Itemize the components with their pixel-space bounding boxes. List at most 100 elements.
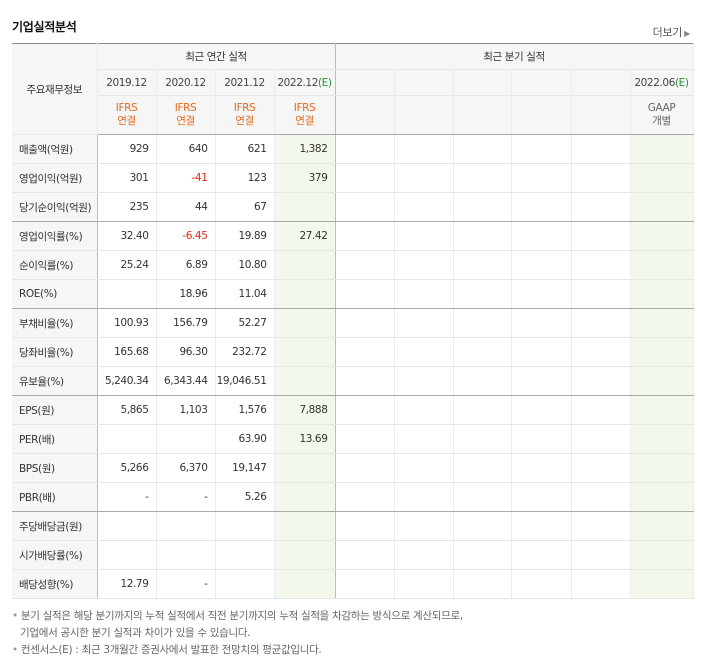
quarter-cell <box>453 366 512 396</box>
value-cell <box>156 511 216 541</box>
period-header-empty <box>571 69 631 96</box>
quarter-cell <box>394 366 454 396</box>
period-header-empty <box>394 69 454 96</box>
quarter-cell <box>571 540 631 570</box>
quarter-cell <box>630 250 694 280</box>
accounting-std: GAAP <box>647 102 676 114</box>
quarter-group-header: 최근 분기 실적 <box>335 43 694 70</box>
quarter-cell <box>453 192 512 222</box>
quarter-cell <box>394 308 454 338</box>
quarter-cell <box>630 569 694 599</box>
quarter-cell <box>630 279 694 309</box>
quarter-cell <box>630 511 694 541</box>
value-cell: 10.80 <box>215 250 275 280</box>
quarter-cell <box>453 250 512 280</box>
value-cell <box>97 279 157 309</box>
quarter-cell <box>453 482 512 512</box>
accounting-std: IFRS <box>174 102 197 114</box>
quarter-cell <box>571 482 631 512</box>
quarter-cell <box>571 192 631 222</box>
chevron-right-icon: ▶ <box>684 29 690 38</box>
quarter-cell <box>394 134 454 164</box>
accounting-basis: 연결 <box>295 115 314 127</box>
value-cell: 1,382 <box>274 134 336 164</box>
quarter-cell <box>630 540 694 570</box>
accounting-empty <box>394 95 454 135</box>
period-header: 2020.12 <box>156 69 216 96</box>
value-cell: 5,266 <box>97 453 157 483</box>
accounting-std: IFRS <box>233 102 256 114</box>
value-cell: 1,103 <box>156 395 216 425</box>
quarter-cell <box>335 163 395 193</box>
table-row: 영업이익률(%) 32.40 -6.45 19.89 27.42 <box>12 221 694 251</box>
row-label: 순이익률(%) <box>12 250 98 280</box>
quarter-cell <box>571 366 631 396</box>
quarter-cell <box>511 221 572 251</box>
table-body: 매출액(억원) 929 640 621 1,382 영업이익(억원) 301 -41 123 37… <box>12 134 694 599</box>
more-label: 더보기 <box>652 26 683 39</box>
quarter-cell <box>571 337 631 367</box>
quarter-cell <box>630 337 694 367</box>
value-cell: 6,370 <box>156 453 216 483</box>
period-header-empty <box>511 69 572 96</box>
value-cell: - <box>156 569 216 599</box>
quarter-cell <box>394 569 454 599</box>
value-cell: 156.79 <box>156 308 216 338</box>
accounting-standard: IFRS 연결 <box>97 95 157 135</box>
value-cell: 52.27 <box>215 308 275 338</box>
accounting-standard: GAAP 개별 <box>630 95 694 135</box>
table-row: BPS(원) 5,266 6,370 19,147 <box>12 453 694 483</box>
quarter-cell <box>453 221 512 251</box>
value-cell: - <box>156 482 216 512</box>
quarter-cell <box>630 163 694 193</box>
quarter-cell <box>394 453 454 483</box>
quarter-cell <box>511 192 572 222</box>
more-link[interactable]: 더보기 ▶ <box>652 24 691 40</box>
quarter-cell <box>511 453 572 483</box>
row-label: 영업이익(억원) <box>12 163 98 193</box>
value-cell <box>274 511 336 541</box>
quarter-cell <box>335 337 395 367</box>
table-row: 순이익률(%) 25.24 6.89 10.80 <box>12 250 694 280</box>
row-label: 시가배당률(%) <box>12 540 98 570</box>
period-header: 2019.12 <box>97 69 157 96</box>
footnotes: • 분기 실적은 해당 분기까지의 누적 실적에서 직전 분기까지의 누적 실적을… <box>12 608 463 659</box>
accounting-header-row: IFRS 연결 IFRS 연결 IFRS 연결 IFRS 연결 GAAP 개별 <box>12 95 694 135</box>
quarter-cell <box>630 395 694 425</box>
quarter-cell <box>453 569 512 599</box>
quarter-cell <box>335 279 395 309</box>
quarter-cell <box>571 134 631 164</box>
quarter-cell <box>453 453 512 483</box>
value-cell: 1,576 <box>215 395 275 425</box>
quarter-cell <box>335 424 395 454</box>
quarter-cell <box>630 134 694 164</box>
period-header-estimate: 2022.06(E) <box>630 69 694 96</box>
value-cell: 232.72 <box>215 337 275 367</box>
annual-group-header: 최근 연간 실적 <box>97 43 336 70</box>
accounting-standard: IFRS 연결 <box>156 95 216 135</box>
quarter-cell <box>571 221 631 251</box>
quarter-cell <box>511 540 572 570</box>
quarter-cell <box>335 250 395 280</box>
quarter-cell <box>394 250 454 280</box>
quarter-cell <box>630 424 694 454</box>
quarter-cell <box>571 279 631 309</box>
quarter-cell <box>453 134 512 164</box>
accounting-standard: IFRS 연결 <box>215 95 275 135</box>
value-cell <box>215 569 275 599</box>
table-row: 매출액(억원) 929 640 621 1,382 <box>12 134 694 164</box>
value-cell <box>156 540 216 570</box>
row-label: BPS(원) <box>12 453 98 483</box>
value-cell: 96.30 <box>156 337 216 367</box>
value-cell: 12.79 <box>97 569 157 599</box>
financial-summary-table: 주요재무정보 최근 연간 실적 최근 분기 실적 2019.12 2020.12… <box>12 43 694 599</box>
quarter-cell <box>511 395 572 425</box>
quarter-cell <box>335 134 395 164</box>
value-cell: 63.90 <box>215 424 275 454</box>
value-cell: 13.69 <box>274 424 336 454</box>
accounting-standard: IFRS 연결 <box>274 95 336 135</box>
quarter-cell <box>571 163 631 193</box>
value-cell <box>274 308 336 338</box>
table-row: PBR(배) - -5.26 <box>12 482 694 512</box>
quarter-cell <box>335 192 395 222</box>
